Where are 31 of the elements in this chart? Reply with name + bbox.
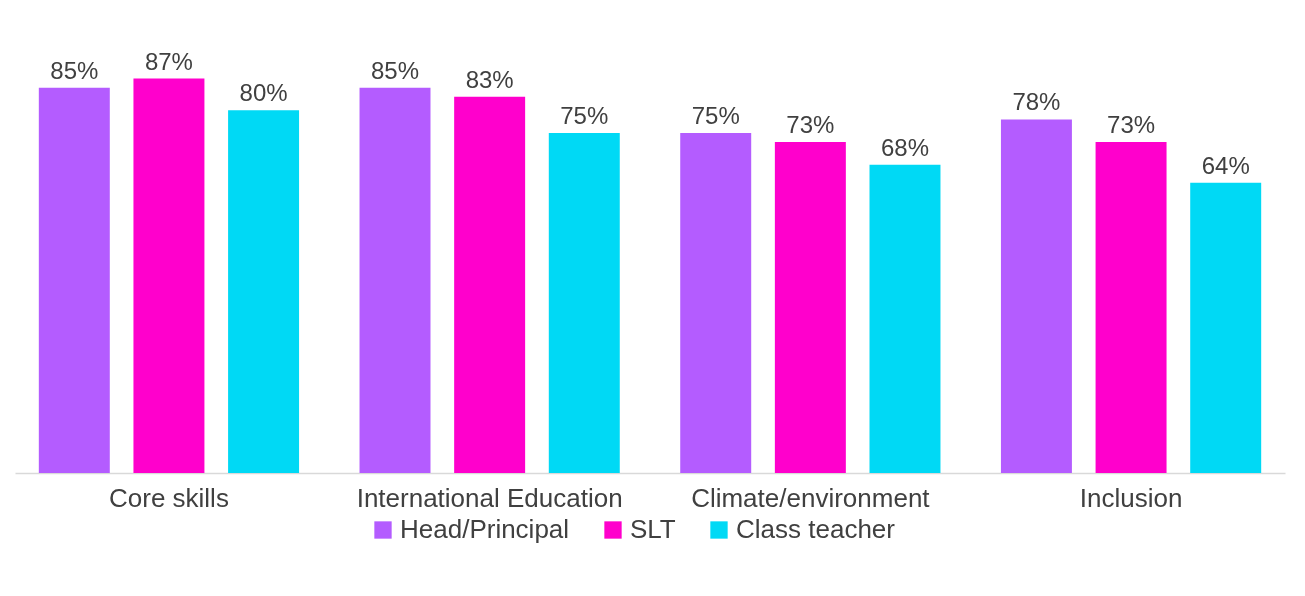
data-label: 83% (465, 65, 514, 93)
x-tick-label: Inclusion (1079, 482, 1183, 513)
legend-label: Class teacher (736, 514, 896, 544)
bar (228, 110, 300, 473)
data-label: 85% (50, 56, 99, 84)
bar (359, 87, 431, 473)
data-label: 75% (691, 102, 740, 129)
bar (1190, 182, 1262, 473)
data-label: 75% (560, 102, 609, 129)
bar (454, 96, 526, 473)
bar (133, 78, 205, 473)
data-label: 85% (370, 56, 420, 84)
data-label: 80% (239, 79, 288, 107)
bar (548, 133, 620, 473)
bar (774, 142, 846, 473)
bar (1000, 119, 1072, 473)
x-tick-label: Climate/environment (691, 482, 931, 513)
x-tick-label: Core skills (108, 482, 229, 513)
bar (680, 133, 752, 473)
bar (1095, 142, 1167, 473)
x-tick-label: International Education (356, 482, 623, 513)
data-label: 64% (1201, 151, 1250, 179)
bar (38, 87, 110, 473)
data-label: 87% (144, 47, 193, 75)
data-label: 78% (1012, 88, 1061, 116)
data-label: 68% (880, 133, 930, 161)
legend-label: SLT (630, 514, 676, 544)
legend-label: Head/Principal (400, 514, 570, 544)
data-label: 73% (1107, 111, 1156, 139)
bar (869, 164, 941, 473)
data-label: 73% (786, 111, 835, 139)
